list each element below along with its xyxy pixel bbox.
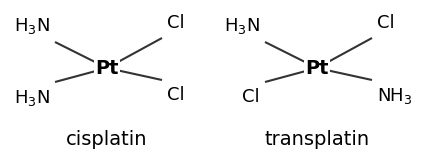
Text: H$_3$N: H$_3$N: [14, 88, 50, 108]
Text: Pt: Pt: [305, 58, 329, 77]
Text: Cl: Cl: [243, 88, 260, 106]
Text: Cl: Cl: [377, 14, 395, 32]
Text: Pt: Pt: [95, 58, 119, 77]
Text: H$_3$N: H$_3$N: [224, 16, 260, 36]
Text: Cl: Cl: [167, 14, 184, 32]
Text: H$_3$N: H$_3$N: [14, 16, 50, 36]
Text: Cl: Cl: [167, 86, 184, 104]
Text: transplatin: transplatin: [264, 130, 369, 149]
Text: NH$_3$: NH$_3$: [377, 86, 412, 106]
Text: cisplatin: cisplatin: [66, 130, 148, 149]
